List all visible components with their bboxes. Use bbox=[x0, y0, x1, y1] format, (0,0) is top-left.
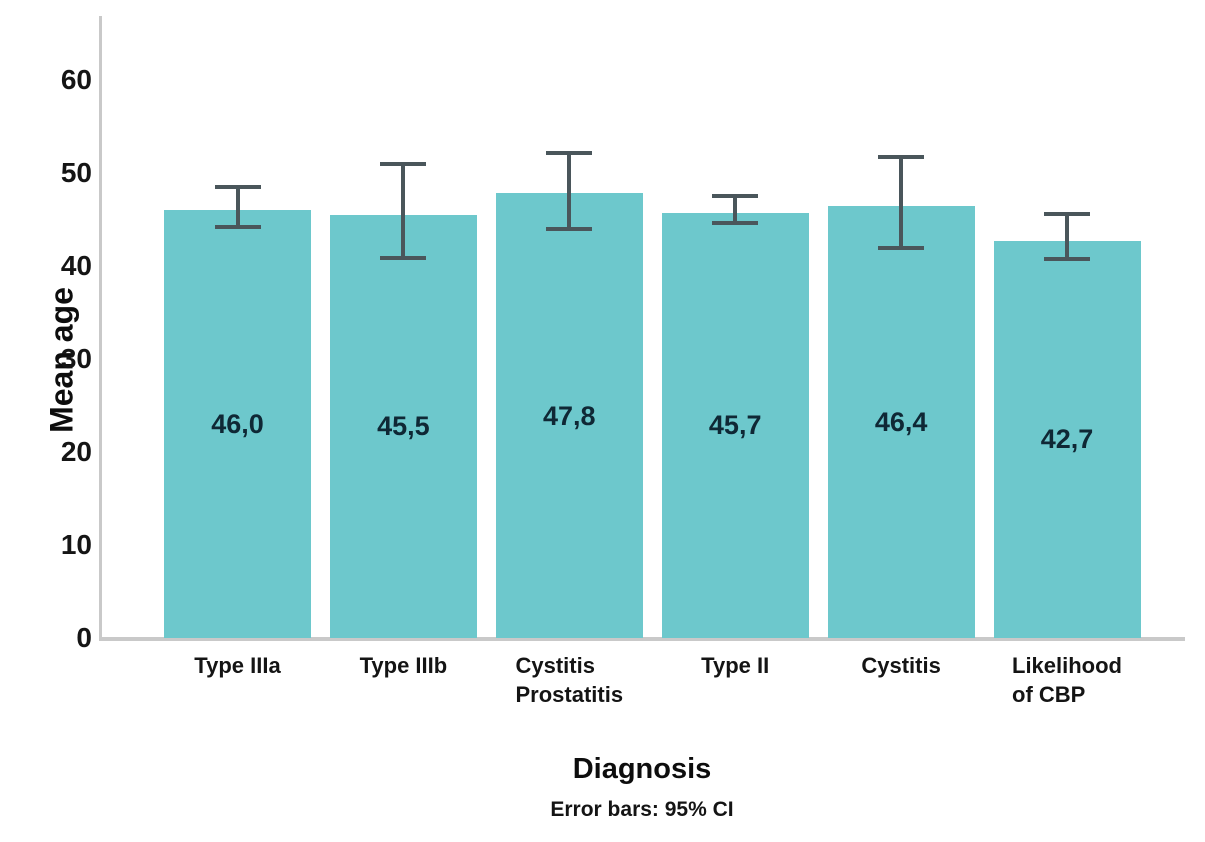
error-bar-cap bbox=[214, 224, 261, 229]
error-bar-cap bbox=[1044, 257, 1090, 262]
bar-value-label: 46,0 bbox=[211, 409, 264, 440]
x-tick-label: Likelihood of CBP bbox=[1012, 653, 1122, 707]
bar bbox=[827, 206, 975, 638]
error-bar-cap bbox=[878, 155, 925, 160]
error-bar-cap bbox=[214, 184, 261, 189]
error-bars-footnote: Error bars: 95% CI bbox=[550, 798, 734, 821]
x-tick-label: Cystitis Prostatitis bbox=[515, 653, 624, 707]
bar bbox=[661, 212, 809, 638]
bar-value-label: 47,8 bbox=[543, 400, 596, 431]
error-bar-cap bbox=[1044, 211, 1090, 216]
bar bbox=[495, 193, 643, 638]
error-bar-cap bbox=[712, 221, 759, 226]
error-bar-cap bbox=[380, 255, 427, 260]
y-tick-label: 50 bbox=[60, 157, 92, 188]
error-bar-stem bbox=[567, 152, 572, 229]
x-tick-label: Cystitis bbox=[861, 653, 941, 678]
error-bar-stem bbox=[401, 163, 406, 258]
bar bbox=[993, 240, 1141, 638]
y-tick-label: 30 bbox=[60, 343, 92, 374]
error-bar-cap bbox=[546, 226, 593, 231]
y-axis-line bbox=[99, 16, 102, 640]
error-bar-cap bbox=[878, 246, 925, 251]
y-tick-label: 10 bbox=[60, 529, 92, 560]
bar bbox=[329, 214, 477, 638]
error-bar-stem bbox=[899, 157, 904, 249]
x-tick-label: Type IIIb bbox=[359, 653, 448, 678]
error-bar-stem bbox=[1065, 213, 1069, 260]
y-tick-label: 40 bbox=[60, 250, 92, 281]
bar-value-label: 45,7 bbox=[708, 410, 762, 441]
bar bbox=[164, 210, 311, 638]
error-bar-cap bbox=[380, 161, 427, 166]
bar-value-label: 42,7 bbox=[1040, 424, 1094, 455]
y-tick-label: 60 bbox=[60, 64, 92, 95]
x-axis-title: Diagnosis bbox=[572, 753, 712, 785]
y-tick-label: 20 bbox=[60, 436, 92, 467]
error-bar-cap bbox=[546, 150, 593, 155]
y-tick-label: 0 bbox=[76, 622, 92, 653]
error-bar-stem bbox=[235, 186, 240, 227]
error-bar-stem bbox=[733, 196, 738, 224]
bar-value-label: 45,5 bbox=[377, 411, 430, 442]
error-bar-cap bbox=[712, 194, 759, 199]
x-axis-line bbox=[99, 637, 1185, 641]
x-tick-label: Type II bbox=[701, 653, 770, 678]
bar-value-label: 46,4 bbox=[874, 407, 928, 438]
x-tick-label: Type IIIa bbox=[194, 653, 281, 678]
